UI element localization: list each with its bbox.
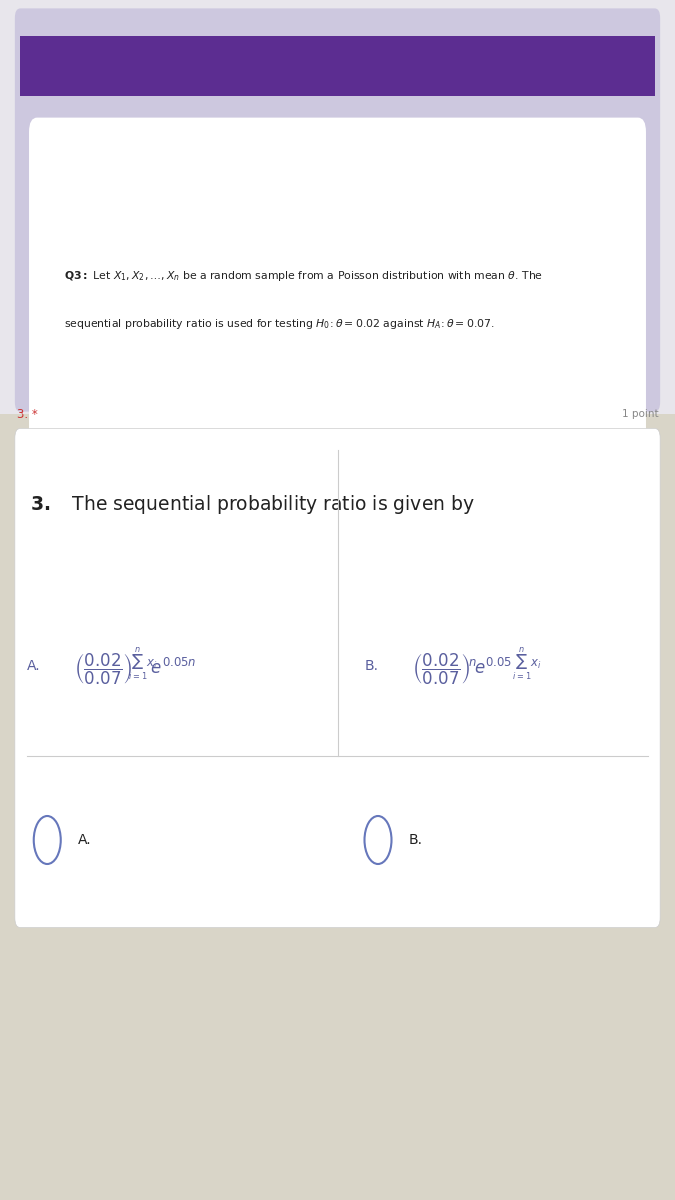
Text: B.: B. xyxy=(364,659,379,673)
FancyBboxPatch shape xyxy=(29,118,646,482)
Text: 1 point: 1 point xyxy=(622,409,658,419)
Text: $\mathbf{Q3:}$ Let $X_1, X_2, \ldots, X_n$ be a random sample from a Poisson dis: $\mathbf{Q3:}$ Let $X_1, X_2, \ldots, X_… xyxy=(64,269,543,283)
FancyBboxPatch shape xyxy=(15,8,660,412)
Text: B.: B. xyxy=(408,833,423,847)
Text: $\left(\dfrac{0.02}{0.07}\right)^{\!n}\! e^{0.05\,\sum_{i=1}^{n} x_i}$: $\left(\dfrac{0.02}{0.07}\right)^{\!n}\!… xyxy=(412,646,541,686)
Bar xyxy=(0,0,675,414)
Bar xyxy=(0,414,675,1200)
Circle shape xyxy=(364,816,391,864)
Text: $\mathbf{3.}$   The sequential probability ratio is given by: $\mathbf{3.}$ The sequential probability… xyxy=(30,492,475,516)
Text: $\left(\dfrac{0.02}{0.07}\right)^{\!\!\sum_{i=1}^{n} x_i}\!\! e^{0.05n}$: $\left(\dfrac{0.02}{0.07}\right)^{\!\!\s… xyxy=(74,646,197,686)
FancyBboxPatch shape xyxy=(15,428,660,928)
Text: 3. *: 3. * xyxy=(17,408,38,420)
Text: A.: A. xyxy=(78,833,91,847)
Circle shape xyxy=(34,816,61,864)
FancyBboxPatch shape xyxy=(20,36,655,96)
Text: sequential probability ratio is used for testing $H_0\!:\theta = 0.02$ against $: sequential probability ratio is used for… xyxy=(64,317,495,331)
Text: A.: A. xyxy=(27,659,40,673)
